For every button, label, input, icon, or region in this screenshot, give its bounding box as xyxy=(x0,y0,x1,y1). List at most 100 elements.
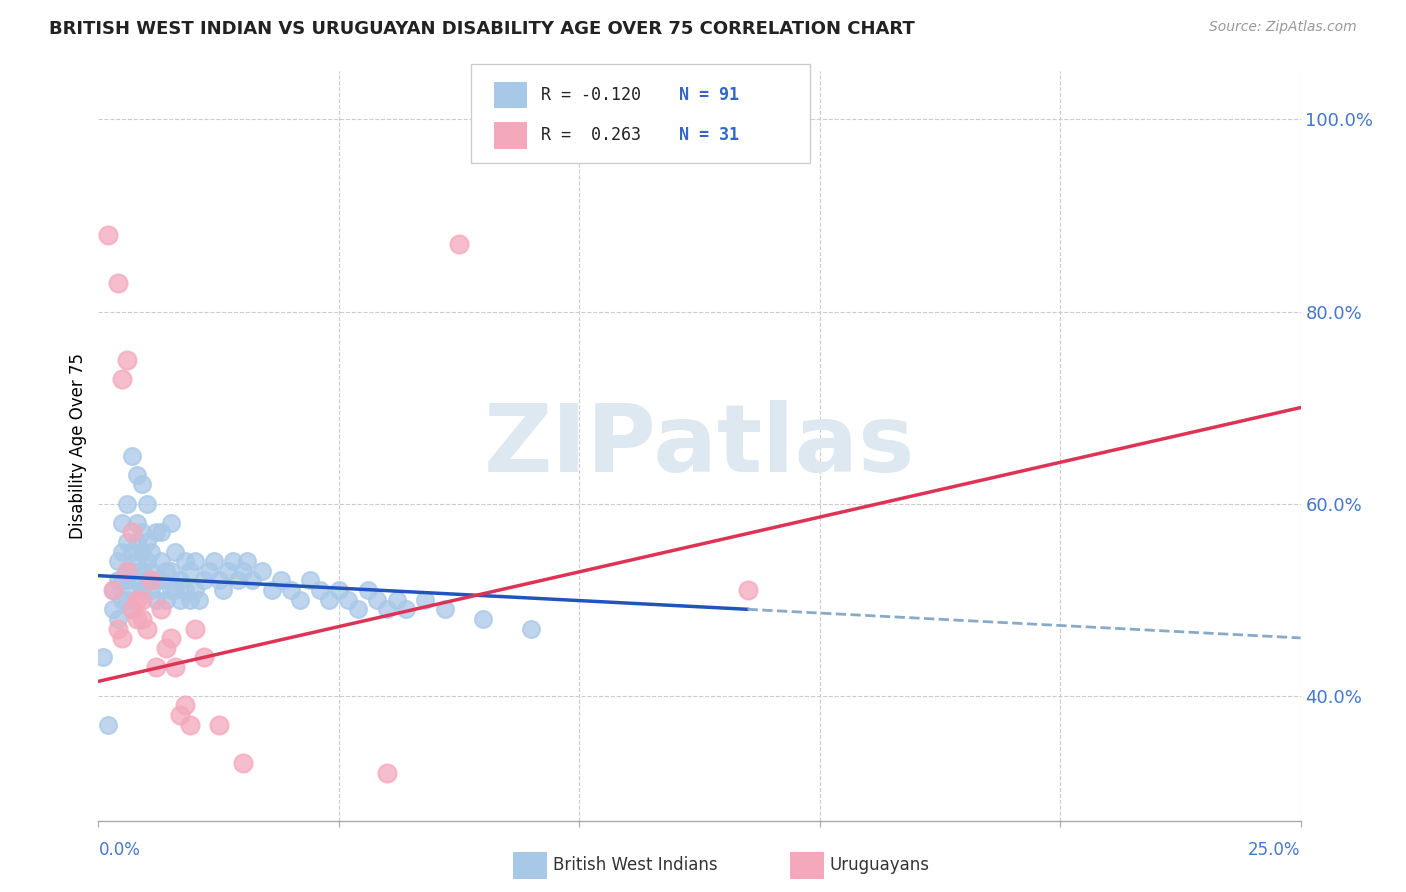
Point xyxy=(357,583,380,598)
Point xyxy=(155,640,177,655)
Point xyxy=(159,583,181,598)
Point xyxy=(179,717,201,731)
Text: 0.0%: 0.0% xyxy=(98,841,141,859)
Point xyxy=(125,516,148,530)
Point xyxy=(131,564,153,578)
Point xyxy=(111,631,134,645)
Point xyxy=(159,516,181,530)
Point xyxy=(198,564,221,578)
Point xyxy=(131,525,153,540)
Point xyxy=(149,574,172,588)
Text: BRITISH WEST INDIAN VS URUGUAYAN DISABILITY AGE OVER 75 CORRELATION CHART: BRITISH WEST INDIAN VS URUGUAYAN DISABIL… xyxy=(49,20,915,37)
Point xyxy=(169,574,191,588)
Point xyxy=(141,564,163,578)
Text: N = 91: N = 91 xyxy=(679,86,740,104)
Point xyxy=(101,602,124,616)
Point xyxy=(111,372,134,386)
Point xyxy=(520,622,543,636)
Point xyxy=(125,467,148,482)
Point xyxy=(179,564,201,578)
Point xyxy=(193,650,215,665)
Point xyxy=(111,592,134,607)
Point xyxy=(107,574,129,588)
Point xyxy=(202,554,225,568)
Text: R =  0.263: R = 0.263 xyxy=(541,127,641,145)
Point xyxy=(375,602,398,616)
Point xyxy=(318,592,340,607)
Point xyxy=(149,602,172,616)
Point xyxy=(212,583,235,598)
Point xyxy=(280,583,302,598)
Point xyxy=(135,574,157,588)
Point xyxy=(125,592,148,607)
Point xyxy=(135,497,157,511)
Point xyxy=(375,765,398,780)
Point xyxy=(111,516,134,530)
Point xyxy=(155,592,177,607)
Point xyxy=(145,574,167,588)
Point xyxy=(97,717,120,731)
Point xyxy=(141,544,163,558)
Point xyxy=(107,554,129,568)
Point xyxy=(117,352,139,367)
Y-axis label: Disability Age Over 75: Disability Age Over 75 xyxy=(69,353,87,539)
Point xyxy=(117,497,139,511)
Point xyxy=(159,631,181,645)
Point xyxy=(131,544,153,558)
Point xyxy=(121,602,143,616)
Text: British West Indians: British West Indians xyxy=(553,856,717,874)
Text: ZIPatlas: ZIPatlas xyxy=(484,400,915,492)
Point xyxy=(117,574,139,588)
Point xyxy=(107,276,129,290)
Point xyxy=(125,554,148,568)
Point xyxy=(737,583,759,598)
Point xyxy=(222,554,245,568)
Point xyxy=(159,564,181,578)
Point xyxy=(208,717,231,731)
Point xyxy=(111,544,134,558)
Point xyxy=(135,554,157,568)
Point xyxy=(174,554,197,568)
Point xyxy=(165,660,187,674)
Point xyxy=(125,574,148,588)
Point xyxy=(308,583,330,598)
Point xyxy=(240,574,263,588)
Point xyxy=(131,592,153,607)
Point xyxy=(232,564,254,578)
Text: 25.0%: 25.0% xyxy=(1249,841,1301,859)
Point xyxy=(111,574,134,588)
Point xyxy=(121,525,143,540)
Point xyxy=(155,564,177,578)
Point xyxy=(447,237,470,252)
Point xyxy=(121,583,143,598)
Text: Uruguayans: Uruguayans xyxy=(830,856,929,874)
Point xyxy=(226,574,249,588)
Point xyxy=(135,535,157,549)
Point xyxy=(165,583,187,598)
Point xyxy=(217,564,239,578)
Point xyxy=(208,574,231,588)
Point xyxy=(125,535,148,549)
Point xyxy=(188,592,211,607)
Point xyxy=(145,660,167,674)
Point xyxy=(107,622,129,636)
Point xyxy=(395,602,418,616)
Point xyxy=(290,592,312,607)
Point xyxy=(145,525,167,540)
Point xyxy=(149,554,172,568)
Point xyxy=(97,227,120,242)
Point xyxy=(117,564,139,578)
Point xyxy=(183,622,205,636)
Point xyxy=(125,612,148,626)
Point xyxy=(131,583,153,598)
Point xyxy=(298,574,321,588)
Point xyxy=(121,564,143,578)
Point xyxy=(169,708,191,723)
Point xyxy=(179,592,201,607)
Point xyxy=(121,602,143,616)
Point xyxy=(472,612,495,626)
Point xyxy=(260,583,283,598)
Point xyxy=(174,698,197,713)
Point xyxy=(135,622,157,636)
Point xyxy=(347,602,370,616)
